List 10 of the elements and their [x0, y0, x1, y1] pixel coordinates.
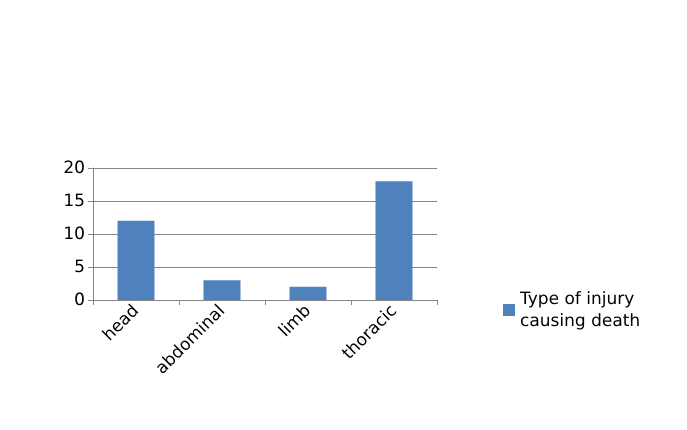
- y-tick-label: 10: [63, 224, 85, 244]
- y-tick-label: 5: [74, 257, 85, 277]
- y-tick-label: 15: [63, 191, 85, 211]
- legend-label: Type of injury causing death: [519, 289, 640, 331]
- y-tick-label: 20: [63, 158, 85, 178]
- y-tick-label: 0: [74, 290, 85, 310]
- bar: [118, 220, 154, 300]
- bar: [290, 286, 326, 300]
- bar: [376, 181, 412, 300]
- bar: [204, 280, 240, 300]
